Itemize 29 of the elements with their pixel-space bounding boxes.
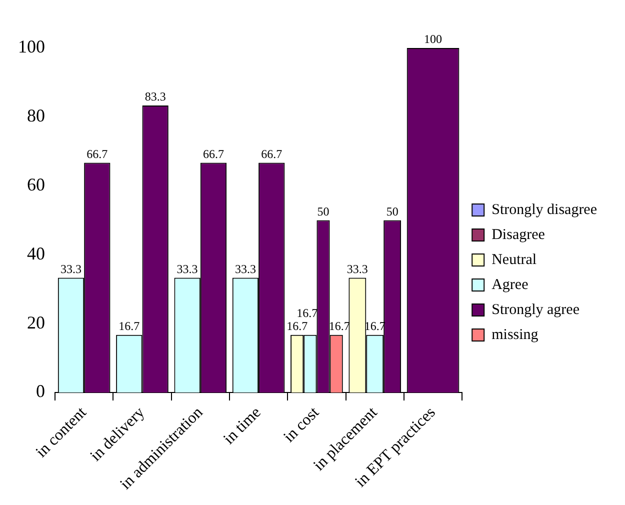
y-tick-label: 20 [27, 312, 45, 332]
data-label: 50 [317, 204, 330, 218]
data-label: 100 [424, 32, 442, 46]
legend-label: missing [492, 326, 539, 343]
data-label: 33.3 [176, 262, 198, 276]
y-tick-label: 60 [27, 174, 45, 195]
data-label: 66.7 [202, 146, 224, 161]
data-label: 66.7 [261, 146, 282, 161]
data-label: 83.3 [144, 90, 166, 104]
data-label: 16.7 [328, 319, 350, 334]
y-tick-label: 80 [27, 106, 45, 126]
data-label: 66.7 [86, 146, 108, 161]
data-label: 16.7 [296, 306, 318, 320]
legend-label: Strongly agree [492, 302, 580, 318]
legend-label: Strongly disagree [492, 202, 598, 218]
y-tick-label: 100 [18, 36, 45, 57]
data-label: 16.7 [286, 319, 308, 334]
y-tick-label: 0 [36, 381, 45, 402]
legend-label: Disagree [492, 226, 546, 243]
data-label: 33.3 [346, 262, 368, 276]
legend-label: Neutral [492, 252, 537, 268]
x-tick-label: in cost [280, 404, 323, 446]
data-label: 16.7 [118, 319, 140, 334]
data-label: 33.3 [60, 262, 82, 276]
x-tick-label: in time [220, 404, 264, 448]
legend-label: Agree [492, 276, 529, 293]
data-label: 50 [386, 204, 398, 218]
data-label: 33.3 [234, 262, 256, 276]
y-tick-label: 40 [27, 243, 45, 264]
